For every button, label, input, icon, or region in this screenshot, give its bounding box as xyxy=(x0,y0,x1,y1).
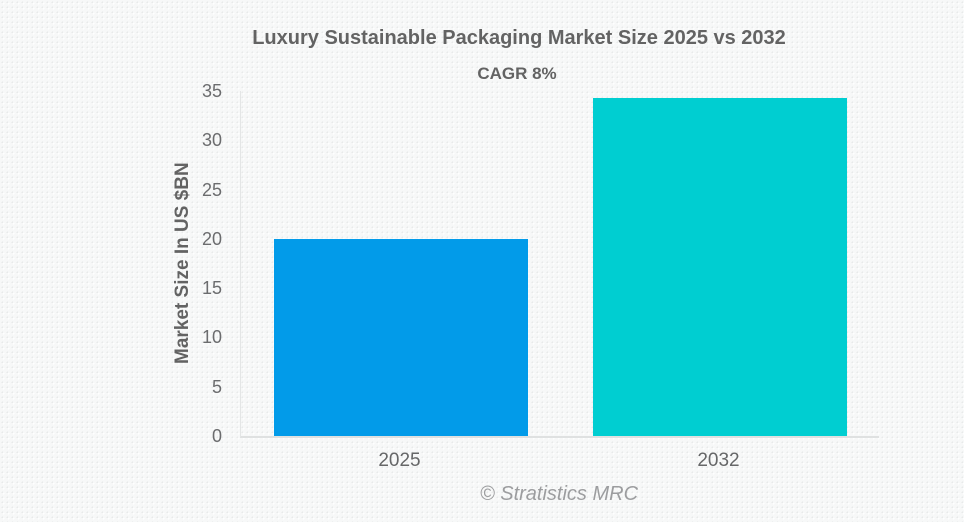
x-tick-label-2032: 2032 xyxy=(697,450,740,471)
y-tick-label-30: 30 xyxy=(201,130,222,151)
source-attribution: © Stratistics MRC xyxy=(479,483,639,505)
y-tick-label-10: 10 xyxy=(201,327,222,348)
bar-2025 xyxy=(273,238,528,436)
plot-area xyxy=(240,91,879,438)
bar-2032 xyxy=(592,97,847,436)
y-tick-label-5: 5 xyxy=(211,376,222,397)
y-tick-label-35: 35 xyxy=(201,81,222,101)
y-axis-ticks: 0 5 10 15 20 25 30 35 xyxy=(0,0,222,522)
y-tick-label-25: 25 xyxy=(201,179,222,200)
chart-title: Luxury Sustainable Packaging Market Size… xyxy=(252,27,786,49)
chart-subtitle-cagr: CAGR 8% xyxy=(477,64,557,83)
x-tick-label-2025: 2025 xyxy=(378,450,421,471)
y-tick-label-15: 15 xyxy=(201,278,222,299)
y-tick-label-20: 20 xyxy=(201,228,222,249)
y-tick-label-0: 0 xyxy=(211,426,222,446)
